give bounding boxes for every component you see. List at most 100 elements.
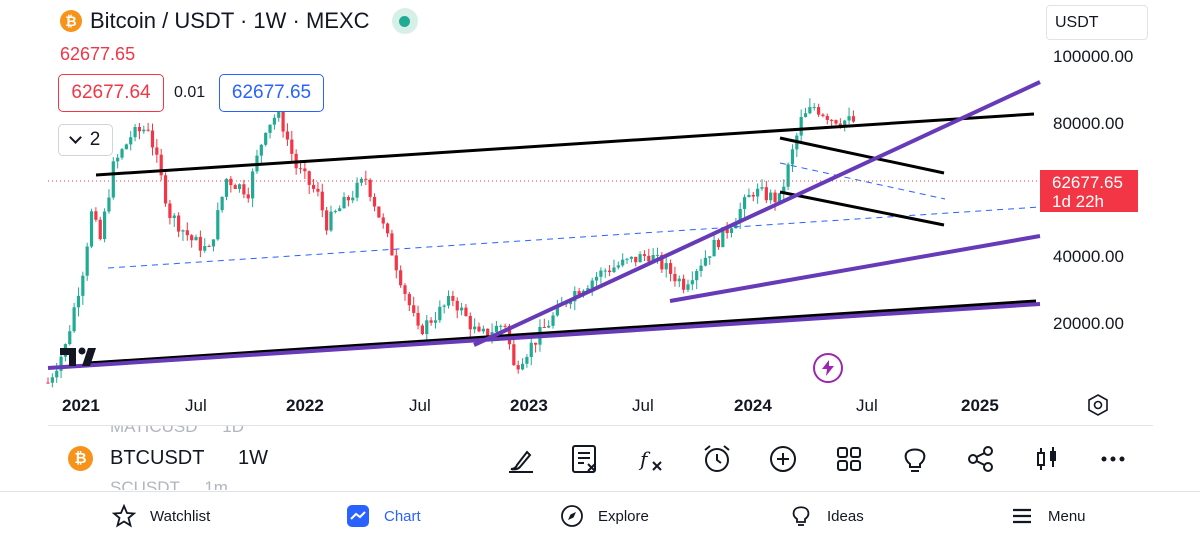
candle-body	[338, 208, 342, 212]
symbol-name[interactable]: BTCUSDT	[110, 447, 205, 469]
candle-body	[381, 217, 385, 224]
candle-body	[320, 191, 324, 211]
candle-body	[664, 263, 668, 270]
candle-body	[769, 192, 773, 201]
candle-body	[725, 227, 729, 234]
candle-body	[830, 119, 834, 121]
candle-body	[72, 307, 76, 332]
chart-type-icon[interactable]	[1030, 442, 1064, 476]
timeframe[interactable]: 1W	[238, 447, 268, 469]
add-icon[interactable]	[766, 442, 800, 476]
more-icon[interactable]	[1096, 442, 1130, 476]
candle-body	[816, 107, 821, 115]
candle-body	[307, 171, 311, 185]
candle-body	[777, 193, 782, 203]
candle-body	[68, 331, 72, 345]
chart-title: Bitcoin / USDT · 1W · MEXC	[90, 8, 370, 33]
candle-body	[355, 182, 359, 198]
price-chart[interactable]	[0, 0, 1200, 425]
settings-icon[interactable]	[1086, 393, 1110, 417]
channel-top-line	[779, 136, 945, 175]
news-icon[interactable]	[568, 442, 602, 476]
ideas-bulb-icon[interactable]	[898, 442, 932, 476]
candle-body	[821, 114, 825, 117]
candle-body	[242, 184, 246, 195]
candle-body	[229, 178, 233, 186]
candle-body	[412, 305, 416, 313]
candle-body	[764, 187, 768, 201]
candle-body	[89, 211, 94, 247]
candle-body	[277, 106, 281, 118]
candle-body	[246, 194, 250, 199]
candle-body	[133, 126, 137, 138]
candle-body	[729, 228, 734, 234]
indicators-toggle[interactable]: 2	[58, 124, 113, 156]
candle-body	[181, 230, 185, 232]
candle-body	[542, 326, 546, 328]
nav-chart[interactable]: Chart	[346, 504, 421, 528]
candle-body	[599, 270, 603, 277]
candle-body	[129, 137, 133, 145]
price-tick-label: 20000.00	[1053, 314, 1124, 333]
candle-body	[590, 280, 594, 289]
time-tick-label: Jul	[185, 396, 207, 415]
candle-body	[364, 178, 368, 180]
candle-body	[442, 305, 446, 307]
candle-body	[390, 233, 394, 256]
buy-button[interactable]: 62677.65	[219, 74, 324, 112]
sell-button[interactable]: 62677.64	[58, 74, 164, 112]
nav-ideas[interactable]: Ideas	[789, 504, 864, 528]
candle-body	[351, 197, 355, 201]
dashed-trend-line-1	[107, 206, 1041, 269]
nav-explore[interactable]: Explore	[560, 504, 649, 528]
candle-body	[520, 363, 525, 370]
chart-area[interactable]: ₿ Bitcoin / USDT · 1W · MEXC 62677.65 62…	[0, 0, 1200, 425]
next-symbol-row[interactable]: SCUSDT 1m	[110, 478, 228, 490]
currency-selector[interactable]: USDT	[1046, 5, 1148, 40]
candle-body	[211, 239, 216, 247]
symbol-bar[interactable]: MATICUSD 1D ₿ BTCUSDT 1W SCUSDT 1m f	[48, 425, 1153, 490]
candle-body	[168, 203, 172, 219]
candle-body	[712, 240, 716, 257]
candle-body	[756, 188, 760, 197]
candle-body	[102, 211, 107, 240]
candle-body	[394, 255, 398, 271]
prev-timeframe: 1D	[222, 425, 244, 436]
indicators-icon[interactable]: f	[634, 442, 668, 476]
candle-body	[325, 210, 329, 231]
candle-body	[716, 240, 721, 248]
candle-body	[142, 129, 146, 132]
candle-body	[46, 382, 50, 384]
symbol-header[interactable]: ₿ Bitcoin / USDT · 1W · MEXC	[60, 8, 418, 34]
alert-clock-icon[interactable]	[700, 442, 734, 476]
candle-body	[503, 325, 507, 327]
current-price-value: 62677.65	[1052, 173, 1123, 192]
time-tick-label: 2025	[961, 396, 999, 415]
market-status-icon[interactable]	[391, 8, 418, 34]
nav-watchlist[interactable]: Watchlist	[112, 504, 210, 528]
tradingview-logo[interactable]	[60, 344, 106, 375]
prev-symbol-row[interactable]: MATICUSD 1D	[110, 425, 244, 437]
candle-body	[281, 106, 285, 132]
candle-body	[372, 196, 377, 207]
nav-menu[interactable]: Menu	[1010, 504, 1086, 528]
candle-body	[120, 149, 124, 158]
candle-body	[377, 206, 381, 218]
draw-icon[interactable]	[504, 442, 538, 476]
purple-steep-trend-line	[473, 80, 1041, 347]
candle-body	[203, 246, 207, 251]
candle-body	[311, 184, 316, 189]
purple-long-trend-line	[47, 302, 1041, 370]
chevron-down-icon	[68, 131, 82, 144]
lightning-icon[interactable]	[813, 353, 843, 383]
layout-grid-icon[interactable]	[832, 442, 866, 476]
candle-body	[251, 171, 255, 199]
candle-body	[55, 370, 59, 378]
time-tick-label: 2022	[286, 396, 324, 415]
candle-body	[760, 187, 764, 189]
nav-explore-label: Explore	[598, 507, 649, 525]
candle-body	[420, 325, 425, 335]
candle-body	[490, 332, 494, 336]
share-icon[interactable]	[964, 442, 998, 476]
candle-body	[529, 342, 533, 357]
